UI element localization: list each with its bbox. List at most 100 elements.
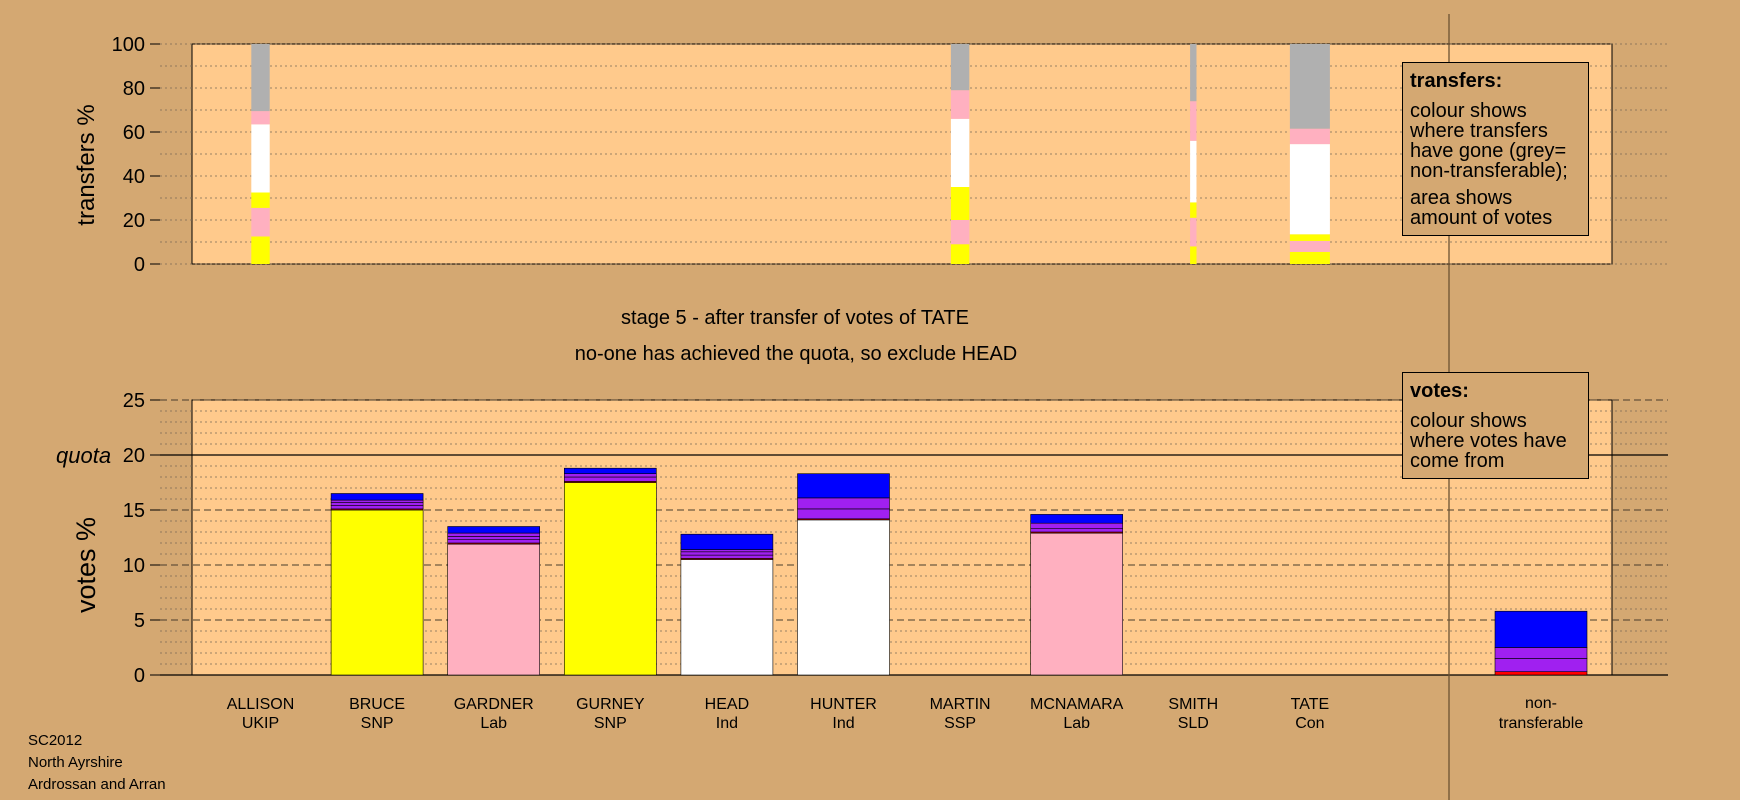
vote-segment-gurney	[563, 482, 657, 676]
transfers-legend-area-text: area shows amount of votes	[1410, 187, 1553, 229]
votes-bars	[330, 467, 1588, 676]
votes-legend-text: colour shows where votes have come from	[1410, 410, 1567, 472]
transfer-segment-martin	[950, 187, 970, 220]
transfer-segment-smith	[1190, 246, 1197, 264]
transfers-grid	[160, 43, 1668, 265]
vote-segment-hunter	[797, 497, 890, 510]
vote-segment-gardner	[447, 543, 541, 676]
candidate-name-label: GARDNER	[454, 696, 534, 713]
transfers-legend-title: transfers:	[1410, 70, 1503, 92]
transfers-legend-colour-text: colour shows where transfers have gone (…	[1410, 100, 1568, 182]
quota-label: quota	[56, 443, 111, 468]
transfer-segment-smith	[1190, 217, 1197, 247]
candidate-party-label: Con	[1295, 715, 1324, 732]
transfer-segment-martin	[950, 244, 970, 264]
vote-segment-gurney	[563, 473, 657, 478]
candidate-party-label: SSP	[944, 715, 976, 732]
votes-axis: 0 5 10 15 20 25	[123, 390, 160, 687]
vote-segment-bruce	[330, 509, 424, 676]
candidate-party-label: UKIP	[242, 715, 279, 732]
stage-title: stage 5 - after transfer of votes of TAT…	[621, 307, 969, 329]
vote-segment-head	[680, 549, 774, 553]
transfer-segment-tate	[1289, 144, 1330, 235]
vote-segment-head	[680, 551, 774, 556]
votes-y-tick-label: 15	[123, 500, 145, 522]
candidate-party-label: Lab	[480, 715, 507, 732]
vote-segment-gurney	[563, 476, 657, 482]
vote-segment-gardner	[447, 539, 541, 544]
transfers-y-axis-title: transfers %	[73, 104, 100, 225]
transfer-segment-smith	[1190, 44, 1197, 102]
candidate-name-label: ALLISON	[227, 696, 295, 713]
candidate-name-label: SMITH	[1168, 696, 1218, 713]
vote-segment-hunter	[797, 508, 890, 520]
candidate-name-label: BRUCE	[349, 696, 405, 713]
transfer-segment-allison	[251, 111, 270, 125]
vote-segment-hunter	[797, 473, 890, 499]
votes-y-axis-title: votes %	[71, 517, 101, 613]
transfers-bars	[251, 44, 1330, 264]
vote-segment-gardner	[447, 526, 541, 534]
vote-segment-nontransferable	[1494, 671, 1588, 676]
candidate-name-label: MCNAMARA	[1030, 696, 1124, 713]
vote-segment-nontransferable	[1494, 647, 1588, 659]
vote-segment-head	[680, 554, 774, 559]
transfer-segment-allison	[251, 124, 270, 193]
footer-election: SC2012	[28, 732, 83, 749]
vote-segment-nontransferable	[1494, 610, 1588, 648]
vote-segment-mcnamara	[1030, 522, 1123, 530]
transfers-y-tick-label: 60	[123, 122, 145, 144]
transfer-segment-martin	[950, 220, 970, 245]
transfers-y-tick-label: 80	[123, 78, 145, 100]
vote-segment-gurney	[563, 467, 657, 475]
transfer-segment-allison	[251, 236, 270, 264]
transfer-segment-smith	[1190, 101, 1197, 141]
vote-segment-bruce	[330, 499, 424, 503]
votes-plot-area	[191, 399, 1613, 676]
nontransferable-label-line2: transferable	[1499, 715, 1584, 732]
vote-segment-head	[680, 559, 774, 676]
vote-segment-mcnamara	[1030, 514, 1123, 524]
vote-segment-mcnamara	[1030, 532, 1123, 676]
candidate-party-label: SLD	[1178, 715, 1209, 732]
footer-council: North Ayrshire	[28, 754, 123, 771]
nontransferable-label-line1: non-	[1525, 695, 1557, 712]
candidate-name-label: HUNTER	[810, 696, 877, 713]
transfer-segment-tate	[1289, 128, 1330, 145]
transfers-legend: transfers: colour shows where transfers …	[1402, 62, 1589, 236]
transfer-segment-tate	[1289, 234, 1330, 241]
votes-y-tick-label: 25	[123, 390, 145, 412]
transfer-segment-martin	[950, 118, 970, 187]
transfer-segment-allison	[251, 207, 270, 237]
transfer-segment-smith	[1190, 202, 1197, 218]
stage-subtitle: no-one has achieved the quota, so exclud…	[575, 343, 1018, 365]
transfers-y-tick-label: 0	[134, 254, 145, 276]
transfer-segment-tate	[1289, 251, 1330, 264]
vote-segment-bruce	[330, 493, 424, 501]
vote-segment-head	[680, 533, 774, 550]
vote-segment-gardner	[447, 536, 541, 541]
transfer-segment-tate	[1289, 44, 1330, 129]
transfers-y-tick-label: 100	[112, 34, 145, 56]
transfers-y-tick-label: 40	[123, 166, 145, 188]
votes-y-tick-label: 0	[134, 665, 145, 687]
candidate-party-label: Ind	[832, 715, 854, 732]
votes-y-tick-label: 20	[123, 445, 145, 467]
candidate-name-label: TATE	[1291, 696, 1330, 713]
vote-segment-hunter	[797, 519, 890, 676]
candidate-party-label: Ind	[716, 715, 738, 732]
vote-segment-nontransferable	[1494, 658, 1588, 672]
votes-y-tick-label: 10	[123, 555, 145, 577]
transfers-axis: 0 20 40 60 80 100	[112, 34, 160, 276]
transfer-segment-martin	[950, 90, 970, 119]
candidate-name-label: MARTIN	[930, 696, 991, 713]
candidate-party-label: Lab	[1063, 715, 1090, 732]
transfer-segment-tate	[1289, 240, 1330, 252]
transfer-segment-smith	[1190, 140, 1197, 203]
votes-y-tick-label: 5	[134, 610, 145, 632]
transfer-segment-allison	[251, 192, 270, 208]
vote-segment-bruce	[330, 501, 424, 506]
vote-segment-bruce	[330, 505, 424, 510]
candidate-name-label: HEAD	[705, 696, 749, 713]
